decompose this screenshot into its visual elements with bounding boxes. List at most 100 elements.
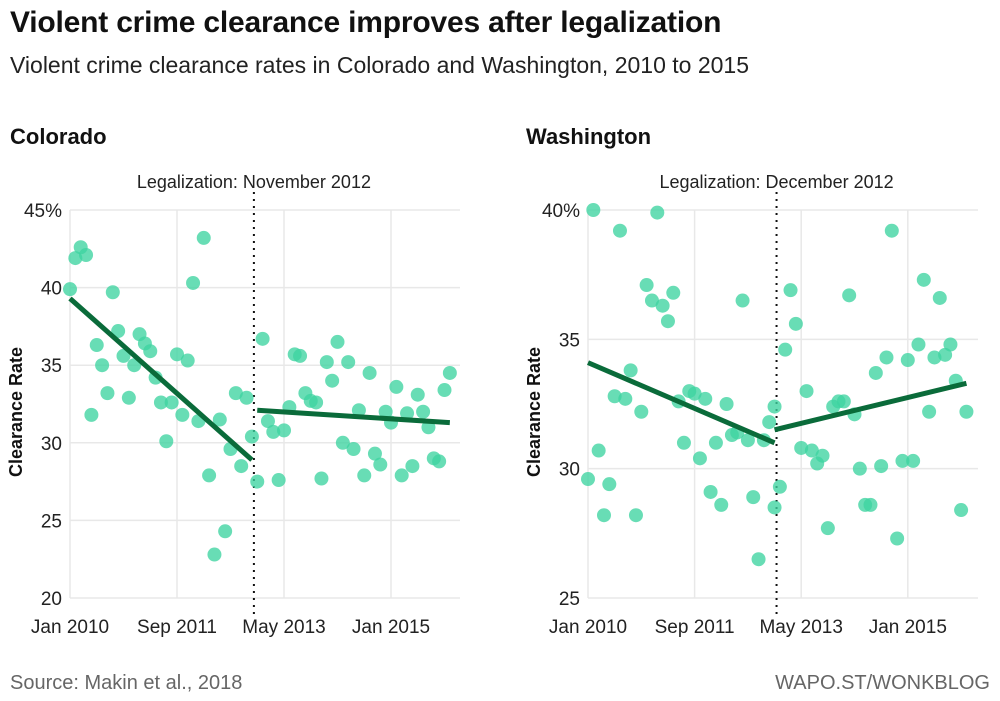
data-point [180, 353, 195, 368]
data-point [378, 404, 393, 419]
data-point [319, 355, 334, 370]
data-point [202, 468, 217, 483]
y-tick-label: 40% [542, 201, 580, 222]
data-point [143, 344, 158, 359]
data-point [708, 435, 723, 450]
data-point [954, 503, 969, 518]
legalization-label: Legalization: November 2012 [137, 172, 371, 192]
data-point [293, 348, 308, 363]
data-point [581, 472, 595, 487]
data-point [879, 350, 894, 365]
data-point [650, 205, 665, 220]
data-point [357, 468, 372, 483]
data-point [170, 347, 184, 362]
data-point [79, 248, 94, 263]
data-point [410, 387, 425, 402]
data-point [373, 457, 388, 472]
credit-link[interactable]: WAPO.ST/WONKBLOG [775, 672, 990, 694]
data-point [335, 435, 350, 450]
data-point [644, 293, 659, 308]
data-point [943, 337, 958, 352]
trend-line-pre [587, 360, 776, 446]
data-point [89, 338, 104, 353]
x-tick-label: Jan 2010 [549, 617, 627, 638]
data-point [895, 453, 910, 468]
data-point [228, 386, 243, 401]
data-point [84, 407, 99, 422]
legalization-label: Legalization: December 2012 [659, 172, 893, 192]
data-point [63, 282, 77, 297]
y-axis-title: Clearance Rate [524, 347, 544, 477]
data-point [111, 324, 126, 339]
data-point [271, 473, 286, 488]
data-point [164, 395, 179, 410]
data-point [804, 443, 819, 458]
data-point [159, 434, 174, 449]
data-point [900, 353, 915, 368]
y-tick-label: 45% [24, 201, 62, 222]
data-point [639, 278, 654, 293]
data-point [367, 446, 382, 461]
data-point [655, 298, 670, 313]
y-tick-label: 35 [41, 356, 62, 377]
data-point [309, 395, 324, 410]
data-point [623, 363, 638, 378]
x-tick-label: May 2013 [242, 617, 325, 638]
data-point [820, 521, 835, 536]
y-tick-label: 35 [559, 330, 580, 351]
data-point [959, 404, 974, 419]
data-point [927, 350, 942, 365]
data-point [341, 355, 356, 370]
y-tick-label: 30 [559, 460, 580, 481]
data-point [762, 415, 777, 430]
data-point [628, 508, 643, 523]
y-tick-label: 20 [41, 589, 62, 610]
data-point [836, 394, 851, 409]
data-point [266, 424, 281, 439]
data-point [874, 459, 889, 474]
data-point [751, 552, 766, 567]
data-point [121, 390, 136, 405]
data-point [405, 459, 420, 474]
data-point [890, 531, 905, 546]
data-point [362, 365, 377, 380]
data-point [346, 442, 361, 457]
panel-title-washington: Washington [526, 124, 652, 149]
x-tick-label: Sep 2011 [655, 617, 735, 638]
washington-panel: 40% 35 30 25 Jan 2010 Sep 2011 May 2013 Jan 201… [524, 172, 978, 638]
data-point [863, 497, 878, 512]
data-point [703, 484, 718, 499]
trend-line-post [773, 380, 968, 433]
y-tick-label: 25 [559, 589, 580, 610]
data-point [389, 379, 404, 394]
chart-title: Violent crime clearance improves after l… [10, 6, 722, 39]
data-point [842, 288, 857, 303]
data-point [799, 384, 814, 399]
data-point [186, 275, 201, 290]
data-point [325, 373, 340, 388]
data-point [239, 390, 254, 405]
y-axis-title: Clearance Rate [6, 347, 26, 477]
trend-line-pre [68, 296, 254, 462]
data-point [788, 316, 803, 331]
data-point [607, 389, 622, 404]
data-point [591, 443, 606, 458]
data-point [735, 293, 750, 308]
data-point [746, 490, 761, 505]
data-point [416, 404, 431, 419]
x-tick-label: Jan 2015 [352, 617, 430, 638]
data-point [916, 272, 931, 287]
x-tick-label: Jan 2015 [869, 617, 947, 638]
data-point [938, 347, 953, 362]
data-point [175, 407, 190, 422]
data-point [660, 314, 675, 329]
data-point [68, 251, 83, 266]
y-tick-label: 40 [41, 279, 62, 300]
data-point [244, 429, 259, 444]
data-point [105, 285, 120, 300]
data-point [218, 524, 233, 539]
data-point [400, 406, 415, 421]
data-point [250, 474, 265, 489]
data-point [740, 433, 755, 448]
data-point [196, 230, 211, 245]
